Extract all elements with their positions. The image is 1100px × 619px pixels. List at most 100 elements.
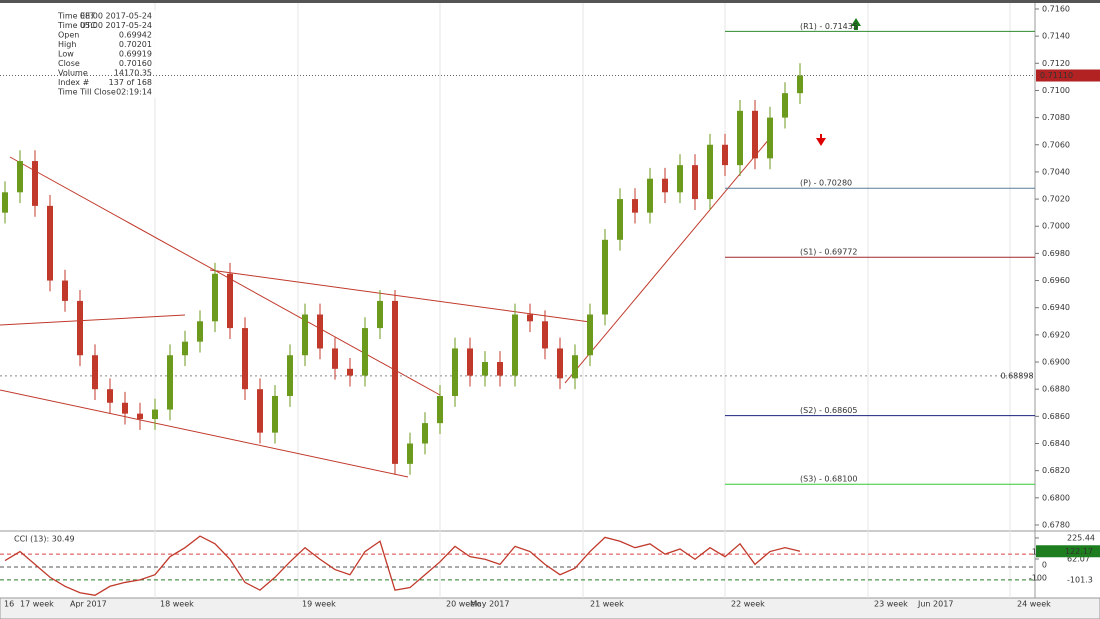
y-tick-label: 0.7100 xyxy=(1042,86,1070,95)
candle-body xyxy=(272,395,278,433)
cci-level-label: -100 xyxy=(1029,573,1047,582)
y-tick-label: 0.7080 xyxy=(1042,113,1070,122)
candle-body xyxy=(437,395,443,424)
candle-body xyxy=(77,300,83,356)
price-badge xyxy=(1036,69,1100,82)
y-tick-label: 0.7160 xyxy=(1042,4,1070,13)
candle-body xyxy=(17,161,23,193)
candle-body xyxy=(782,93,788,118)
pivot-label: (P) - 0.70280 xyxy=(800,179,852,188)
candle-body xyxy=(377,300,383,329)
candle-body xyxy=(347,368,353,376)
y2-tick-label: -101.3 xyxy=(1067,576,1093,585)
y-tick-label: 0.6820 xyxy=(1042,466,1070,475)
candle-body xyxy=(137,413,143,420)
info-value: 14170.35 xyxy=(114,69,152,78)
candle-body xyxy=(422,423,428,444)
top-bar xyxy=(0,0,1100,3)
y-tick-label: 0.6960 xyxy=(1042,276,1070,285)
y-tick-label: 0.6780 xyxy=(1042,520,1070,529)
candle-body xyxy=(182,341,188,356)
up-arrow xyxy=(851,18,861,30)
trendline xyxy=(0,314,186,326)
x-axis-strip xyxy=(0,597,1100,619)
candle-body xyxy=(467,348,473,376)
candle-body xyxy=(647,178,653,213)
y-tick-label: 0.7120 xyxy=(1042,59,1070,68)
y-tick-label: 0.6880 xyxy=(1042,385,1070,394)
info-value: 0.69942 xyxy=(119,31,152,40)
info-label: Index # xyxy=(58,78,90,87)
x-tick-label: Apr 2017 xyxy=(70,600,107,609)
candle-body xyxy=(542,321,548,349)
info-value: 0.70160 xyxy=(119,59,152,68)
info-value: 08:00 2017-05-24 xyxy=(80,12,152,21)
x-tick-label: 24 week xyxy=(1017,600,1051,609)
candle-body xyxy=(362,328,368,376)
x-tick-label: 22 week xyxy=(731,600,765,609)
info-value: 0.69919 xyxy=(119,50,152,59)
info-value: 137 of 168 xyxy=(109,78,152,87)
candle-body xyxy=(167,355,173,410)
candle-body xyxy=(692,165,698,200)
cci-title: CCI (13): 30.49 xyxy=(14,535,75,544)
candle-body xyxy=(317,314,323,349)
candle-body xyxy=(152,409,158,420)
candle-body xyxy=(572,355,578,379)
candle-body xyxy=(707,144,713,200)
price-badge-label: 0.71110 xyxy=(1040,71,1073,80)
y-tick-label: 0.6940 xyxy=(1042,303,1070,312)
info-label: High xyxy=(58,40,76,49)
candle-body xyxy=(407,443,413,464)
info-value: 05:00 2017-05-24 xyxy=(80,21,152,30)
info-label: Time UTC xyxy=(57,21,96,30)
info-value: 02:19:14 xyxy=(116,88,152,97)
info-label: Close xyxy=(58,59,80,68)
cci-level-label: 0 xyxy=(1042,560,1047,569)
y-tick-label: 0.6860 xyxy=(1042,412,1070,421)
cci-badge-label: 122.17 xyxy=(1065,547,1093,556)
x-tick-label: May 2017 xyxy=(470,600,509,609)
crosshair-label: 0.68898 xyxy=(1000,371,1033,380)
y-tick-label: 0.7000 xyxy=(1042,222,1070,231)
candle-body xyxy=(32,161,38,206)
trendline xyxy=(564,137,771,384)
x-tick-label: 20 week xyxy=(446,600,480,609)
cci-line xyxy=(4,535,801,596)
y2-tick-label: 225.44 xyxy=(1067,533,1095,542)
cci-badge xyxy=(1036,545,1100,558)
x-tick-label: 19 week xyxy=(302,600,336,609)
x-tick-label: 23 week xyxy=(874,600,908,609)
candle-body xyxy=(797,75,803,94)
candle-body xyxy=(452,348,458,396)
candle-body xyxy=(587,314,593,356)
candle-body xyxy=(62,280,68,301)
candle-body xyxy=(302,314,308,356)
x-tick-label: Jun 2017 xyxy=(917,600,953,609)
candle-body xyxy=(662,178,668,193)
candle-body xyxy=(257,389,263,433)
x-tick-label: 21 week xyxy=(590,600,624,609)
y-tick-label: 0.6980 xyxy=(1042,249,1070,258)
y-tick-label: 0.7140 xyxy=(1042,32,1070,41)
y-tick-label: 0.6920 xyxy=(1042,330,1070,339)
x-tick-label: 17 week xyxy=(20,600,54,609)
y-tick-label: 0.6900 xyxy=(1042,358,1070,367)
candle-body xyxy=(602,239,608,315)
candle-body xyxy=(722,144,728,166)
candle-body xyxy=(227,273,233,329)
candle-body xyxy=(2,192,8,213)
candle-body xyxy=(737,110,743,166)
candle-body xyxy=(107,389,113,403)
info-label: Time Till Close xyxy=(57,88,116,97)
candle-body xyxy=(527,314,533,322)
pivot-label: (S1) - 0.69772 xyxy=(800,248,857,257)
trendline xyxy=(9,156,441,396)
candle-body xyxy=(512,314,518,376)
down-arrow xyxy=(816,134,826,146)
y-tick-label: 0.7060 xyxy=(1042,140,1070,149)
trendlines xyxy=(0,137,771,478)
candle-body xyxy=(47,205,53,281)
